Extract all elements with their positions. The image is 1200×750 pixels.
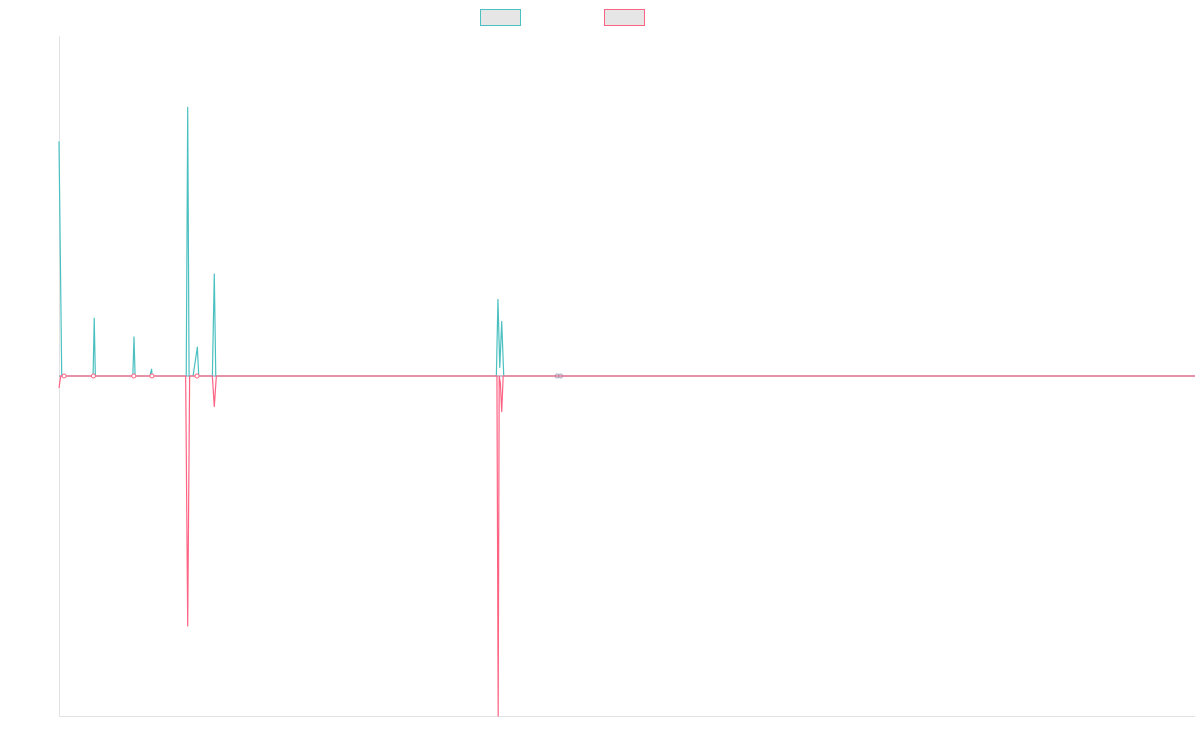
series-2-point-3 xyxy=(131,373,137,379)
plot-area xyxy=(58,106,1195,717)
legend[interactable] xyxy=(480,9,645,26)
series-1-line xyxy=(58,106,1195,377)
series-2-point-2 xyxy=(90,373,96,379)
series-2-line xyxy=(58,375,1195,717)
series-2-point-5 xyxy=(194,373,200,379)
legend-swatch-series-1[interactable] xyxy=(480,9,521,26)
legend-swatch-series-2[interactable] xyxy=(604,9,645,26)
series-2-point-1 xyxy=(61,373,67,379)
series-2-point-4 xyxy=(149,373,155,379)
